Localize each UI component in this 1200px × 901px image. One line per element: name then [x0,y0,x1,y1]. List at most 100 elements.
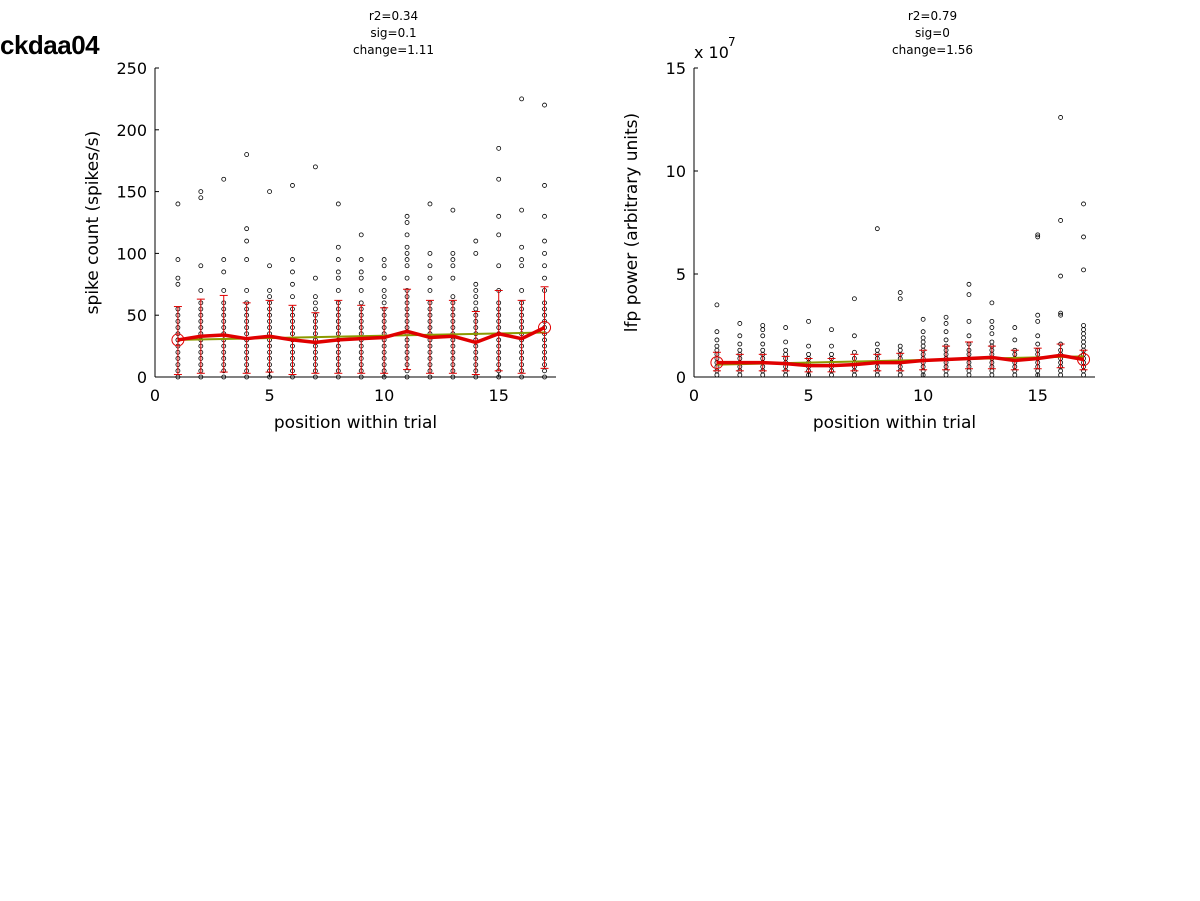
data-point [473,306,479,312]
chart-title-line: r2=0.34 [369,9,418,23]
data-point [404,220,410,225]
data-point [943,337,949,343]
data-point [198,374,204,380]
data-point [1081,201,1086,207]
data-point [358,257,364,262]
data-point [989,368,995,374]
data-point [966,372,972,378]
data-point [852,333,857,339]
data-point [714,343,720,349]
data-point [1081,335,1086,341]
data-point [1035,368,1041,374]
data-point [714,337,720,343]
data-point [1035,333,1041,339]
y-tick-label: 10 [666,162,686,181]
data-point [519,244,525,250]
data-point [221,176,227,182]
data-point [381,275,387,281]
data-point [335,244,341,250]
data-point [966,368,972,374]
data-point [989,339,995,345]
data-point [381,263,387,269]
data-point [714,347,720,353]
data-point [312,374,318,380]
data-point [1081,339,1086,345]
data-point [198,288,204,293]
data-point [1058,115,1064,120]
data-point [312,294,318,300]
y-exponent-power: 7 [728,35,736,49]
data-point [737,321,743,326]
data-point [920,329,926,335]
data-point [381,300,387,306]
y-tick-label: 100 [116,244,147,263]
y-axis-label: lfp power (arbitrary units) [622,113,642,332]
data-point [542,263,547,269]
data-point [312,275,318,281]
data-point [966,318,972,324]
data-point [783,339,789,345]
data-point [404,257,410,262]
data-point [427,263,433,269]
data-point [1058,310,1064,316]
data-point [358,374,364,380]
data-point [267,263,272,269]
data-point [473,238,479,244]
data-point [290,183,295,188]
data-point [783,325,789,330]
data-point [760,347,766,353]
data-point [496,213,502,219]
data-point [760,327,766,333]
data-point [427,275,433,281]
data-point [496,176,502,182]
data-point [943,321,949,326]
data-point [519,288,525,293]
y-tick-label: 0 [676,368,686,387]
data-point [542,102,547,108]
data-point [358,275,364,281]
data-point [966,292,972,298]
data-point [244,288,250,293]
data-point [290,281,295,287]
data-point [542,368,547,374]
data-point [1081,234,1086,240]
data-point [381,294,387,300]
data-point [1058,273,1064,279]
data-point [427,374,433,380]
data-point [542,213,547,219]
data-point [267,374,272,380]
data-point [1012,337,1018,343]
data-point [943,329,949,335]
data-point [897,372,903,378]
data-point [221,269,227,275]
endpoint-marker [1077,352,1091,366]
data-point [290,257,295,262]
data-point [175,257,181,262]
data-point [450,263,456,269]
x-tick-label: 5 [803,386,813,405]
data-point [519,96,525,102]
data-point [1081,327,1086,333]
data-point [473,300,479,306]
y-tick-label: 5 [676,265,686,284]
data-point [244,374,250,380]
data-point [989,372,995,378]
data-point [1035,341,1041,347]
data-point [519,263,525,269]
y-axis-label: spike count (spikes/s) [83,131,103,315]
data-point [404,275,410,281]
y-tick-label: 200 [116,121,147,140]
data-point [714,372,720,378]
x-axis-label: position within trial [274,413,437,433]
data-point [496,263,502,269]
data-point [335,275,341,281]
data-point [1081,323,1086,328]
data-point [198,189,204,195]
data-point [806,343,811,349]
data-point [1035,234,1041,240]
endpoint-marker [710,356,724,370]
data-point [874,372,880,378]
data-point [874,226,880,232]
data-point [519,374,525,380]
